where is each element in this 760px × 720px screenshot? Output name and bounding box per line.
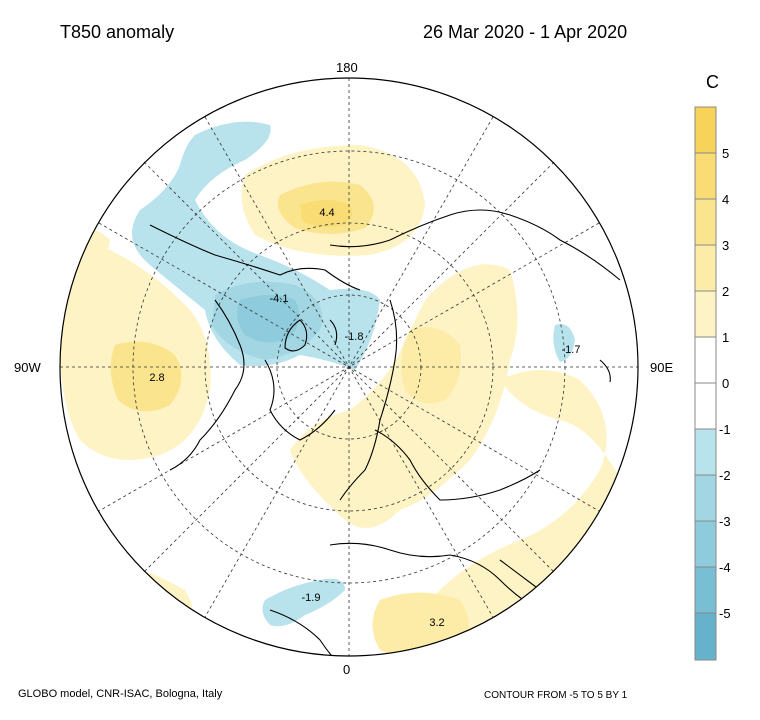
- colorbar-tick-label: 5: [722, 146, 729, 161]
- colorbar-band: [695, 291, 716, 337]
- warm-anomaly-region: [110, 341, 182, 412]
- anomaly-label: 3.2: [429, 617, 444, 629]
- map-boundary: [59, 77, 639, 657]
- anomaly-label: -1.9: [302, 592, 321, 604]
- colorbar-band: [695, 245, 716, 291]
- anomaly-label: 4.4: [319, 207, 334, 219]
- meridian-label-left: 90W: [14, 360, 41, 375]
- colorbar-band: [695, 383, 716, 429]
- anomaly-field: [60, 121, 638, 656]
- colorbar-tick-label: 2: [722, 284, 729, 299]
- colorbar-tick-label: -3: [719, 514, 731, 529]
- anomaly-label: 2.8: [149, 372, 164, 384]
- cold-anomaly-region: [236, 295, 299, 343]
- graticule: [60, 78, 638, 656]
- colorbar-tick-label: -4: [719, 560, 731, 575]
- anomaly-label: -1.8: [345, 331, 364, 343]
- colorbar-band: [695, 107, 716, 153]
- colorbar-band: [695, 337, 716, 383]
- meridian-label-right: 90E: [650, 360, 674, 375]
- warm-anomaly-region: [372, 592, 469, 656]
- colorbar-band: [695, 429, 716, 475]
- colorbar-band: [695, 567, 716, 613]
- colorbar-band: [695, 153, 716, 199]
- warm-anomaly-region: [401, 327, 461, 404]
- colorbar-tick-label: -1: [719, 422, 731, 437]
- colorbar-tick-label: 4: [722, 192, 729, 207]
- colorbar-band: [695, 521, 716, 567]
- cold-anomaly-region: [553, 324, 575, 362]
- colorbar-tick-label: 1: [722, 330, 729, 345]
- warm-anomaly-region: [300, 200, 353, 228]
- meridian-label-bottom: 0: [343, 662, 351, 677]
- cold-anomaly-region: [262, 578, 345, 627]
- model-credit: GLOBO model, CNR-ISAC, Bologna, Italy: [18, 688, 223, 700]
- colorbar-band: [695, 199, 716, 245]
- date-range: 26 Mar 2020 - 1 Apr 2020: [423, 22, 628, 42]
- colorbar-tick-label: 3: [722, 238, 729, 253]
- anomaly-label: -4.1: [270, 293, 289, 305]
- meridian-label-top: 180: [336, 60, 358, 75]
- warm-anomaly-region: [290, 264, 518, 528]
- warm-anomaly-region: [110, 560, 194, 640]
- colorbar-band: [695, 475, 716, 521]
- colorbar-tick-label: 0: [722, 376, 729, 391]
- colorbar-tick-label: -2: [719, 468, 731, 483]
- map-title: T850 anomaly: [60, 22, 175, 42]
- colorbar-unit: C: [706, 72, 719, 92]
- colorbar-band: [695, 613, 716, 660]
- colorbar-tick-label: -5: [719, 606, 731, 621]
- contour-note: CONTOUR FROM -5 TO 5 BY 1: [484, 690, 628, 701]
- colorbar: 5 4 3 2 1 0 -1 -2 -3 -4 -5: [694, 106, 731, 661]
- anomaly-label: -1.7: [562, 344, 581, 356]
